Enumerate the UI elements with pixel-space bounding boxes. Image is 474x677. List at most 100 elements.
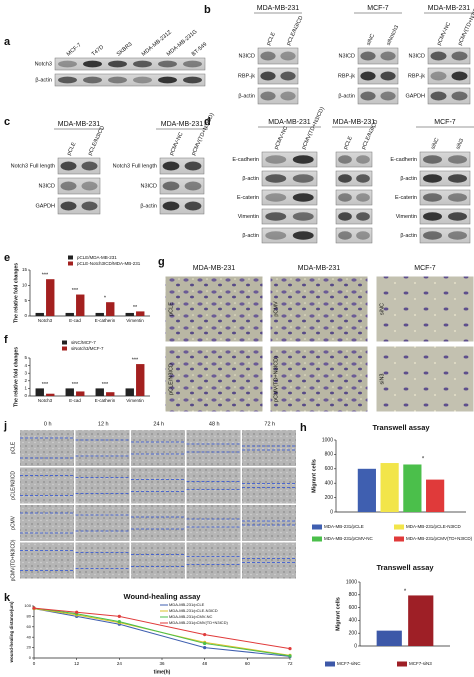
band	[60, 181, 77, 191]
legend-swatch	[68, 261, 73, 266]
blot-strip	[335, 227, 373, 244]
y-tick-label: 600	[325, 466, 334, 472]
y-tick-label: 100	[24, 603, 31, 608]
lane-label: pCMV-NC	[436, 21, 452, 46]
bar	[136, 311, 145, 316]
row-label: E-caterin	[395, 195, 417, 201]
micrograph-label: siNC	[379, 303, 385, 315]
row-label: E-cadherin	[390, 157, 417, 163]
band	[260, 71, 276, 81]
band	[380, 51, 396, 61]
lane-label: MCF-7	[66, 42, 83, 57]
band	[338, 174, 352, 183]
band	[184, 181, 202, 191]
band	[183, 76, 202, 84]
row-label: Vimentin	[238, 214, 259, 220]
blot-strip	[335, 189, 373, 206]
blot-strip	[257, 47, 299, 65]
x-tick-label: E-cad	[69, 318, 81, 323]
x-tick-label: Notch3	[38, 398, 53, 403]
row-label: Notch3 Full length	[113, 163, 157, 169]
wound-image	[242, 505, 296, 541]
point	[288, 647, 292, 651]
row-label: β-actin	[35, 77, 52, 83]
y-tick-label: 1000	[346, 579, 357, 585]
legend-label: MDA-MB-231/pCMV(TD+N3ICD)	[406, 536, 473, 541]
blot-header: MDA-MB-231	[257, 5, 300, 12]
band	[430, 51, 447, 61]
point	[203, 633, 207, 637]
lane-label: siNotch3	[386, 25, 400, 47]
y-tick-label: 200	[325, 495, 334, 501]
significance: ***	[132, 358, 139, 364]
legend-label: siNC/MCF-7	[71, 340, 96, 345]
legend-label: pCLE-Notch3ICD/MDA-MB-231	[77, 261, 141, 266]
y-axis-label: Migrant cells	[311, 459, 317, 493]
band	[184, 161, 202, 171]
wound-image	[242, 467, 296, 504]
legend-label: MDA-MB-231/pCMV(TD+N3ICD)	[169, 620, 228, 625]
y-tick-label: 400	[349, 618, 358, 624]
point	[203, 646, 207, 650]
lane-label: pCLE	[343, 135, 354, 150]
y-tick-label: 0	[354, 643, 357, 649]
bar	[76, 294, 85, 316]
x-tick-label: Notch3	[38, 318, 53, 323]
panel-letter: j	[3, 420, 7, 432]
blot-strip	[335, 151, 373, 168]
row-label: E-caterin	[237, 195, 259, 201]
legend-swatch	[62, 346, 67, 351]
row-label: pCMV(TD+N3ICD)	[10, 539, 16, 581]
lane-label: SKBR3	[116, 41, 134, 57]
row-label: Vimentin	[396, 214, 417, 220]
band	[292, 174, 314, 183]
wound-image	[131, 542, 185, 579]
band	[423, 174, 442, 183]
blot-header: MCF-7	[434, 119, 455, 126]
blot-header: MDA-MB-231	[161, 121, 204, 128]
band	[338, 212, 352, 221]
legend-label: MDA-MB-231/pCLE	[169, 602, 205, 607]
wound-image	[20, 505, 74, 541]
significance: ***	[42, 273, 49, 279]
y-tick-label: 5	[24, 298, 27, 303]
band	[162, 201, 180, 211]
band	[356, 231, 370, 240]
panel-letter: d	[204, 116, 211, 128]
band	[183, 60, 202, 68]
row-label: pCMV	[10, 515, 16, 530]
band	[292, 155, 314, 164]
time-label: 0 h	[44, 421, 52, 427]
lane-label: T47D	[91, 44, 105, 57]
panel-letter: f	[4, 334, 8, 346]
legend-swatch	[312, 524, 322, 530]
band	[158, 60, 177, 68]
legend-label: pCLE/MDA-MB-231	[77, 255, 117, 260]
x-tick-label: 48	[202, 661, 208, 666]
wound-image	[242, 542, 296, 579]
row-label: E-cadherin	[232, 157, 259, 163]
band	[108, 60, 127, 68]
lane-label: pCMV-NC	[169, 131, 185, 156]
significance: ***	[102, 382, 109, 388]
row-label: β-actin	[400, 233, 417, 239]
band	[423, 231, 442, 240]
legend-label: MCF7-siN3	[409, 661, 432, 666]
wound-image	[20, 542, 74, 579]
x-tick-label: 36	[159, 661, 165, 666]
band	[280, 51, 296, 61]
y-tick-label: 15	[22, 267, 28, 272]
y-tick-label: 10	[22, 283, 28, 288]
legend-swatch	[394, 524, 404, 530]
legend-label: MDA-MB-231/pCMV-NC	[324, 536, 374, 541]
y-tick-label: 0	[24, 393, 27, 398]
band	[423, 193, 442, 202]
significance: ***	[72, 288, 79, 294]
y-tick-label: 1	[24, 386, 27, 391]
lane-label: pCMV(TD+N3ICD)	[301, 106, 326, 150]
band	[58, 60, 77, 68]
bar	[426, 479, 445, 512]
band	[451, 51, 468, 61]
band	[356, 155, 370, 164]
